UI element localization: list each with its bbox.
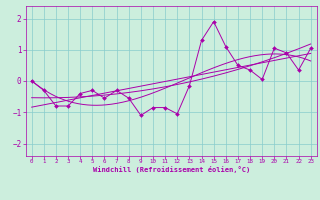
- X-axis label: Windchill (Refroidissement éolien,°C): Windchill (Refroidissement éolien,°C): [92, 166, 250, 173]
